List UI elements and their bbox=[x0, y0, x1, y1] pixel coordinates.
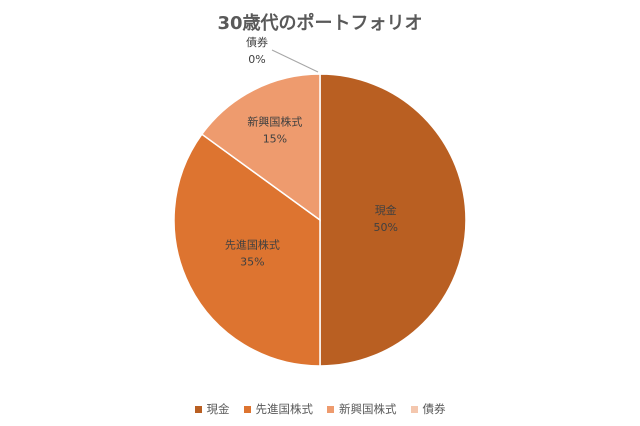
legend: 現金 先進国株式 新興国株式 債券 bbox=[0, 401, 640, 417]
data-label-category: 現金 bbox=[375, 203, 397, 217]
data-label-value: 35% bbox=[240, 255, 264, 268]
legend-swatch bbox=[410, 405, 418, 413]
legend-label: 先進国株式 bbox=[255, 402, 314, 416]
legend-item: 先進国株式 bbox=[243, 401, 314, 417]
legend-label: 債券 bbox=[422, 402, 446, 416]
legend-item: 債券 bbox=[410, 401, 446, 417]
chart-title: 30歳代のポートフォリオ bbox=[217, 13, 423, 34]
data-label-category: 先進国株式 bbox=[225, 237, 280, 251]
pie-slice-1 bbox=[173, 133, 321, 367]
legend-item: 新興国株式 bbox=[327, 401, 397, 417]
legend-label: 新興国株式 bbox=[339, 402, 397, 416]
legend-swatch bbox=[327, 405, 334, 413]
data-label-category: 債券 bbox=[246, 35, 268, 49]
leader-line bbox=[271, 49, 319, 73]
pie-slice-0 bbox=[319, 73, 467, 367]
data-label-value: 15% bbox=[263, 133, 287, 146]
legend-swatch bbox=[243, 405, 251, 413]
pie-slice-2 bbox=[200, 73, 321, 222]
legend-swatch bbox=[194, 405, 202, 413]
legend-item: 現金 bbox=[194, 401, 230, 417]
data-label-category: 新興国株式 bbox=[247, 115, 302, 129]
data-label-value: 50% bbox=[373, 221, 397, 234]
data-label-value: 0% bbox=[248, 53, 265, 66]
legend-label: 現金 bbox=[206, 402, 230, 416]
